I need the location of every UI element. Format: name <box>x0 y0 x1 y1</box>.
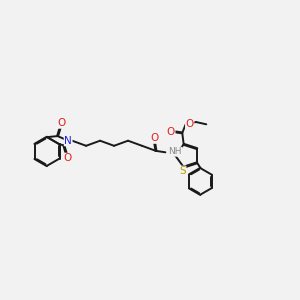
Text: O: O <box>150 133 159 143</box>
Text: N: N <box>64 136 72 146</box>
Text: O: O <box>167 127 175 137</box>
Text: S: S <box>179 166 186 176</box>
Text: O: O <box>63 153 72 163</box>
Text: NH: NH <box>169 147 182 156</box>
Text: O: O <box>57 118 65 128</box>
Text: O: O <box>186 119 194 129</box>
